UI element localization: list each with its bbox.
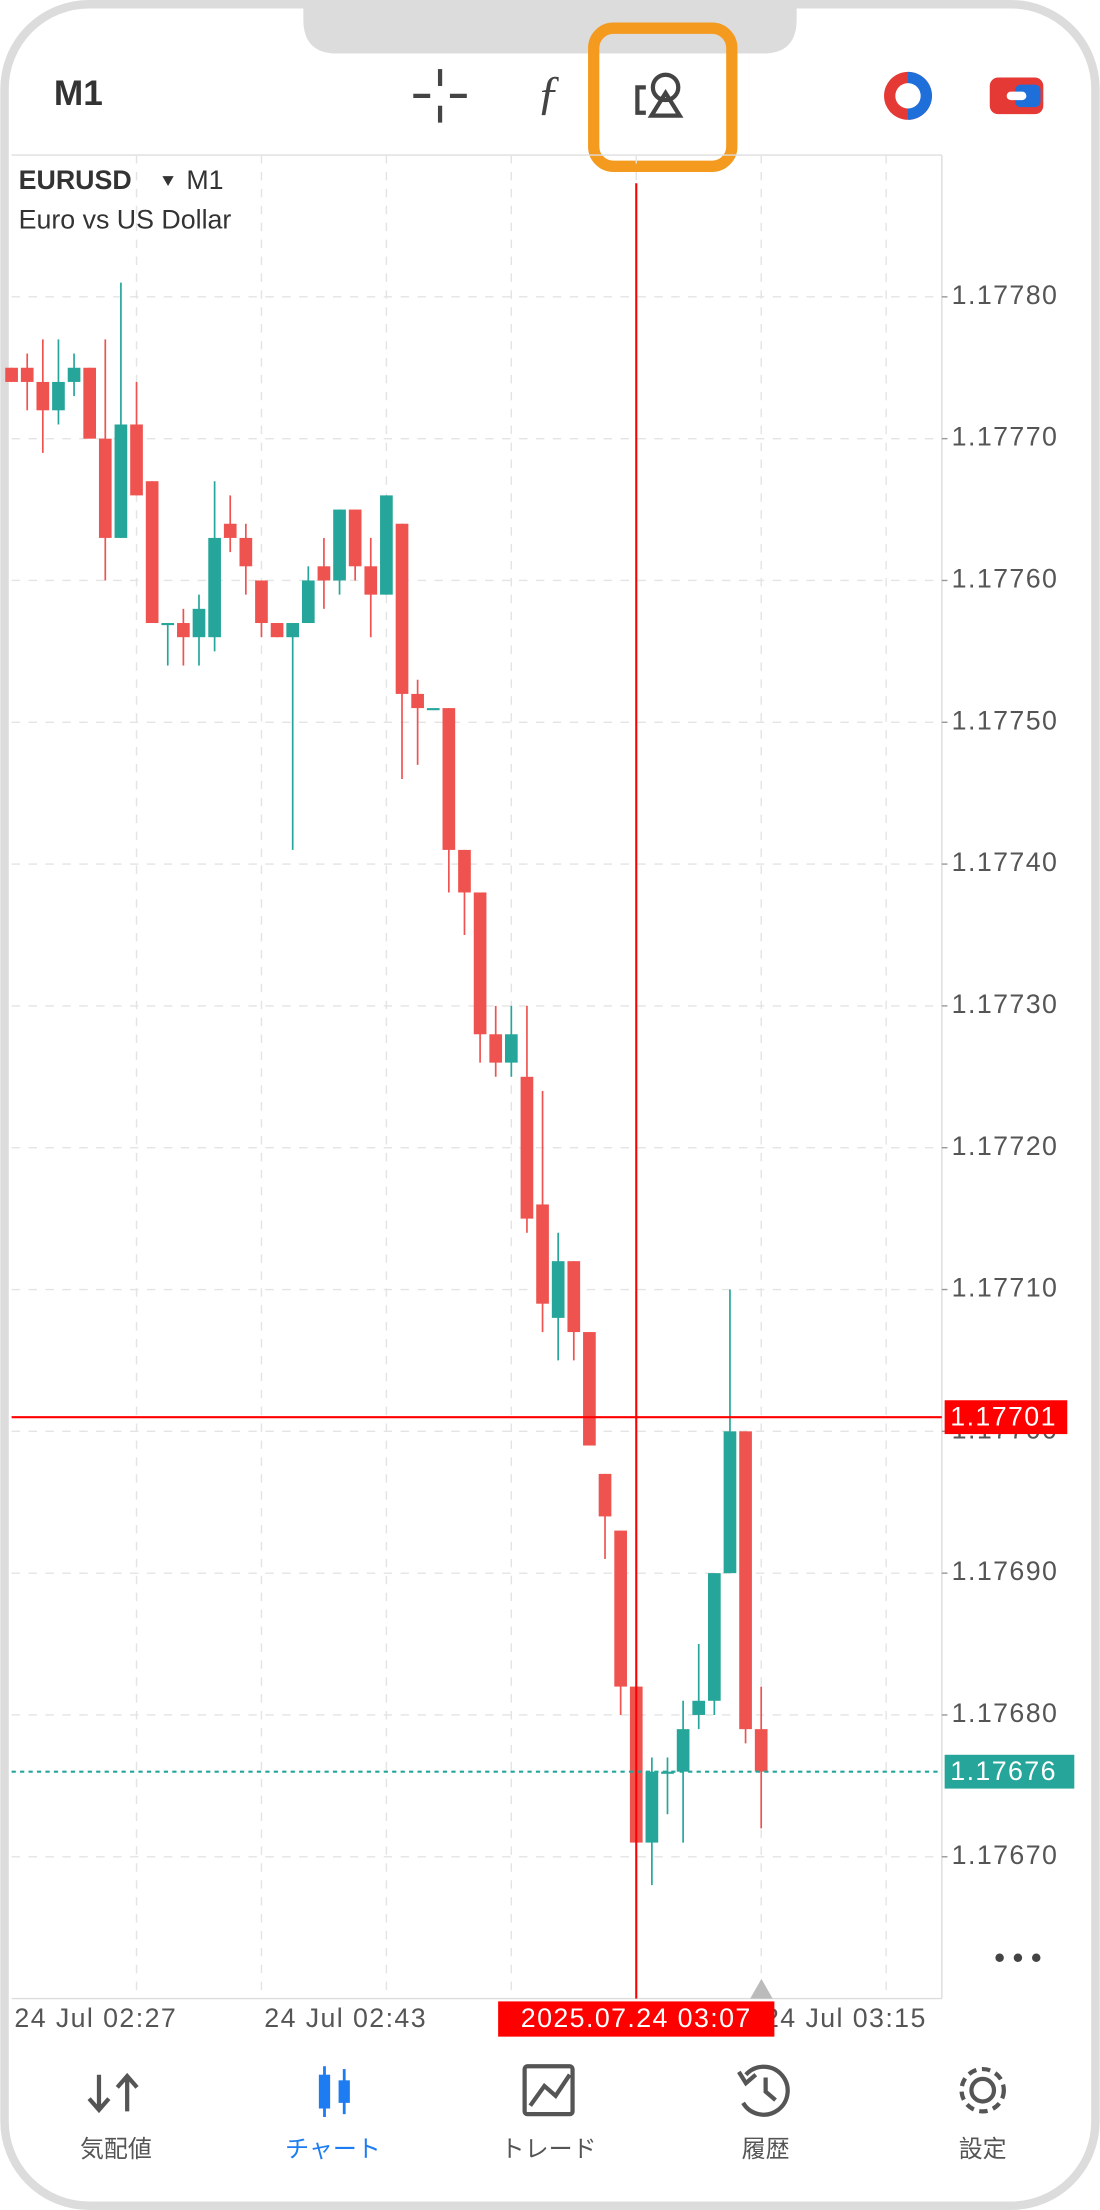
candle-body — [161, 623, 175, 626]
candle-body — [333, 509, 346, 581]
crosshair-time-label: 2025.07.24 03:07 — [521, 2003, 752, 2033]
chart-timeframe: M1 — [186, 165, 223, 195]
candle-body — [83, 367, 97, 439]
candle-body — [707, 1573, 721, 1701]
candle-body — [380, 495, 393, 595]
candle-body — [317, 566, 331, 581]
highlight-box — [588, 22, 738, 172]
objects-tool[interactable] — [635, 72, 684, 118]
x-tick-label: 24 Jul 03:15 — [764, 2003, 927, 2033]
y-tick-label: 1.17760 — [952, 564, 1059, 594]
settings-icon[interactable] — [959, 2066, 1006, 2114]
candle-body — [114, 424, 128, 538]
quotes-icon[interactable] — [87, 2072, 139, 2114]
crosshair-tool[interactable] — [413, 69, 467, 123]
candle-body — [473, 892, 487, 1035]
candle-body — [286, 623, 300, 638]
account-icon[interactable] — [989, 77, 1044, 115]
candle-body — [270, 623, 284, 638]
y-tick-label: 1.17710 — [952, 1273, 1059, 1303]
candle-body — [583, 1332, 596, 1446]
tab-label[interactable]: チャート — [285, 2136, 381, 2163]
y-tick-label: 1.17670 — [952, 1840, 1059, 1870]
candle-body — [551, 1261, 565, 1318]
candle-body — [348, 509, 362, 567]
tab-label[interactable]: トレード — [501, 2136, 597, 2163]
candle-body — [692, 1700, 706, 1715]
tab-label[interactable]: 履歴 — [742, 2136, 790, 2163]
crosshair-price-box — [944, 1400, 1068, 1435]
sync-icon[interactable] — [884, 71, 932, 120]
candle-body — [426, 708, 440, 711]
y-tick-label: 1.17680 — [952, 1698, 1059, 1728]
candle-body — [36, 381, 50, 411]
candle-body — [567, 1261, 581, 1333]
x-tick-label: 24 Jul 02:43 — [264, 2003, 427, 2033]
candle-body — [504, 1034, 518, 1063]
y-tick-label: 1.17770 — [952, 422, 1059, 452]
candle-body — [177, 623, 190, 638]
candle-body — [411, 693, 424, 709]
timeframe-button[interactable]: M1 — [54, 74, 103, 113]
candle-body — [536, 1204, 549, 1304]
candle-body — [145, 481, 159, 624]
indicators-tool[interactable]: ƒ — [537, 66, 561, 119]
candle-body — [676, 1729, 690, 1772]
candle-body — [645, 1771, 659, 1843]
symbol-description: Euro vs US Dollar — [19, 204, 232, 234]
candle-body — [130, 424, 143, 496]
tab-bar — [87, 2064, 1006, 2117]
notch — [303, 0, 797, 54]
trade-icon[interactable] — [522, 2064, 575, 2117]
chart-icon[interactable] — [318, 2066, 350, 2117]
candle-body — [255, 580, 268, 624]
candle-body — [52, 381, 65, 411]
crosshair-time-box — [498, 2001, 775, 2037]
candles — [5, 282, 768, 1886]
candle-body — [520, 1076, 534, 1219]
candle-body — [208, 537, 221, 638]
last-price-box — [944, 1754, 1075, 1789]
candle-body — [661, 1771, 674, 1774]
candle-body — [98, 438, 112, 538]
candle-body — [442, 708, 456, 850]
tab-label[interactable]: 気配値 — [80, 2136, 152, 2163]
candle-body — [223, 523, 237, 538]
x-tick-label: 24 Jul 02:27 — [14, 2003, 177, 2033]
grid: 1.176701.176801.176901.177001.177101.177… — [11, 155, 1059, 2033]
more-button[interactable] — [995, 1953, 1041, 1962]
y-tick-label: 1.17740 — [952, 847, 1059, 877]
candle-body — [754, 1729, 768, 1772]
last-price-label: 1.17676 — [950, 1756, 1057, 1786]
candle-body — [192, 608, 206, 638]
y-tick-label: 1.17750 — [952, 705, 1059, 735]
candle-body — [598, 1473, 612, 1517]
y-tick-label: 1.17780 — [952, 280, 1059, 310]
scroll-marker — [750, 1978, 773, 1999]
tab-label[interactable]: 設定 — [959, 2136, 1007, 2163]
candle-body — [458, 849, 471, 893]
candle-body — [20, 367, 34, 382]
overlays: 1.17676 1.17701 2025.07.24 03:07 — [11, 183, 1075, 2037]
candle-body — [395, 523, 409, 694]
y-tick-label: 1.17720 — [952, 1131, 1059, 1161]
symbol-dropdown[interactable] — [162, 176, 174, 187]
candle-body — [614, 1530, 627, 1687]
history-icon[interactable] — [737, 2064, 790, 2117]
symbol[interactable]: EURUSD — [19, 165, 132, 195]
crosshair-price-label: 1.17701 — [950, 1402, 1057, 1432]
candle-body — [723, 1431, 737, 1574]
candle-body — [739, 1431, 752, 1730]
candle-body — [489, 1034, 503, 1063]
candle-body — [301, 580, 315, 624]
candle-body — [67, 367, 81, 382]
y-tick-label: 1.17730 — [952, 989, 1059, 1019]
candle-body — [5, 367, 18, 382]
y-tick-label: 1.17690 — [952, 1556, 1059, 1586]
candle-body — [239, 537, 253, 567]
candle-body — [364, 566, 378, 595]
